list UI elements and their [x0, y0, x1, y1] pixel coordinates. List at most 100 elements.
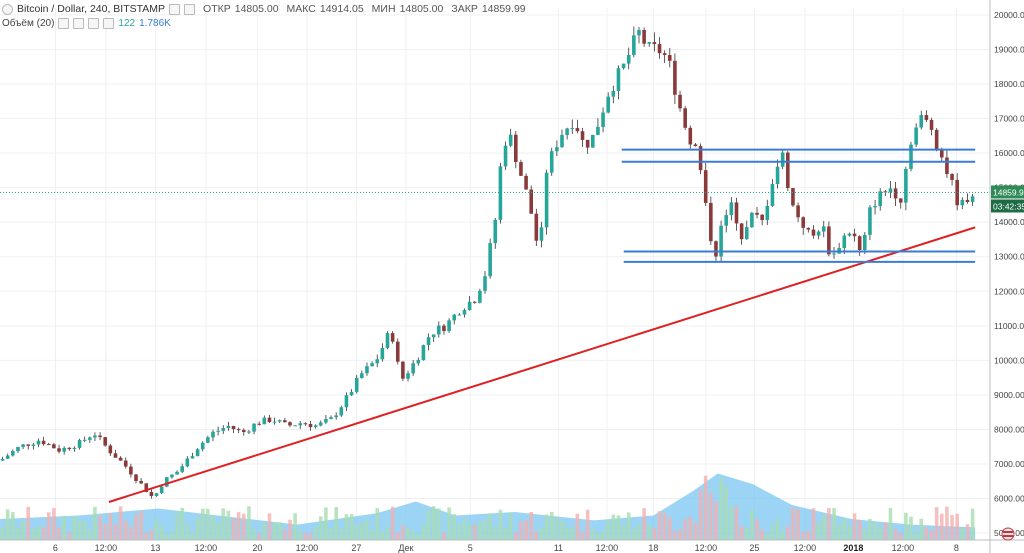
candle-body[interactable]	[231, 426, 236, 430]
candle-body[interactable]	[703, 170, 708, 203]
candle-body[interactable]	[31, 444, 36, 446]
candle-body[interactable]	[811, 229, 816, 236]
candle-body[interactable]	[175, 471, 179, 475]
candle-body[interactable]	[221, 428, 226, 431]
candle-body[interactable]	[467, 301, 472, 311]
candle-body[interactable]	[262, 417, 267, 425]
candle-body[interactable]	[401, 361, 405, 379]
drawings[interactable]	[0, 148, 990, 503]
candle-body[interactable]	[575, 128, 580, 132]
candle-body[interactable]	[616, 68, 621, 91]
candle-body[interactable]	[462, 310, 467, 315]
candle-body[interactable]	[52, 444, 56, 449]
candle-body[interactable]	[57, 448, 61, 452]
price-axis[interactable]: 20000.00 19000.00 18000.00 17000.00 16000.00…	[989, 0, 1024, 553]
candle-body[interactable]	[883, 191, 888, 193]
candle-body[interactable]	[821, 226, 826, 232]
candle-body[interactable]	[585, 139, 590, 148]
candle-body[interactable]	[698, 146, 703, 171]
candle-body[interactable]	[211, 431, 215, 438]
candle-body[interactable]	[447, 320, 451, 332]
candle-body[interactable]	[123, 460, 128, 467]
candle-body[interactable]	[852, 233, 857, 237]
candle-body[interactable]	[452, 314, 457, 321]
candle-body[interactable]	[354, 378, 359, 392]
candle-body[interactable]	[108, 445, 113, 454]
candle-body[interactable]	[170, 474, 174, 478]
candle-body[interactable]	[729, 202, 734, 216]
symbol-title[interactable]: Bitcoin / Dollar, 240, BITSTAMP	[17, 3, 166, 15]
candle-body[interactable]	[41, 440, 46, 445]
candle-body[interactable]	[626, 54, 631, 64]
settings-icon[interactable]	[184, 3, 196, 15]
candle-body[interactable]	[611, 90, 616, 97]
trendline[interactable]	[108, 226, 976, 503]
candle-body[interactable]	[416, 360, 421, 364]
candle-body[interactable]	[257, 423, 261, 425]
candle-body[interactable]	[529, 189, 533, 214]
candle-body[interactable]	[765, 205, 770, 220]
candle-body[interactable]	[503, 145, 508, 167]
candle-body[interactable]	[919, 115, 924, 128]
candle-body[interactable]	[909, 144, 913, 169]
candle-body[interactable]	[370, 363, 374, 367]
candle-body[interactable]	[206, 437, 210, 443]
candle-body[interactable]	[406, 373, 410, 379]
candle-body[interactable]	[139, 480, 143, 484]
candle-body[interactable]	[395, 341, 400, 362]
candle-body[interactable]	[539, 227, 544, 241]
candle-body[interactable]	[498, 166, 503, 220]
candle-body[interactable]	[791, 188, 795, 206]
volume-more-icon[interactable]	[103, 18, 115, 29]
candle-body[interactable]	[365, 366, 369, 374]
candle-body[interactable]	[827, 226, 831, 255]
candle-body[interactable]	[380, 347, 385, 360]
candle-body[interactable]	[929, 119, 934, 130]
candle-body[interactable]	[426, 337, 431, 346]
candle-body[interactable]	[945, 157, 949, 175]
candle-body[interactable]	[678, 94, 682, 109]
volume-settings-icon[interactable]	[73, 18, 85, 29]
candle-body[interactable]	[72, 447, 77, 450]
candle-body[interactable]	[873, 205, 877, 208]
candle-body[interactable]	[277, 420, 282, 422]
candle-body[interactable]	[118, 457, 123, 461]
candle-body[interactable]	[508, 134, 513, 146]
candle-body[interactable]	[349, 391, 354, 396]
candle-body[interactable]	[67, 447, 72, 450]
candle-body[interactable]	[62, 447, 66, 452]
candle-body[interactable]	[621, 63, 626, 69]
candle-body[interactable]	[560, 134, 564, 148]
candle-body[interactable]	[606, 96, 610, 113]
candle-body[interactable]	[488, 243, 492, 277]
candle-body[interactable]	[457, 314, 462, 316]
candle-body[interactable]	[555, 147, 559, 152]
candle-body[interactable]	[21, 444, 25, 447]
candle-body[interactable]	[786, 152, 790, 189]
candle-body[interactable]	[16, 446, 20, 452]
candle-body[interactable]	[806, 227, 811, 230]
candle-body[interactable]	[313, 425, 318, 428]
candle-body[interactable]	[950, 174, 954, 180]
candle-body[interactable]	[272, 421, 277, 423]
candle-body[interactable]	[195, 449, 200, 457]
candle-body[interactable]	[580, 131, 585, 140]
candle-body[interactable]	[385, 333, 390, 348]
candle-body[interactable]	[904, 168, 908, 203]
candle-body[interactable]	[590, 134, 595, 148]
candle-body[interactable]	[544, 172, 549, 228]
candle-body[interactable]	[965, 199, 970, 202]
candle-body[interactable]	[216, 430, 220, 432]
candle-body[interactable]	[283, 420, 287, 423]
candle-body[interactable]	[318, 422, 323, 426]
candle-body[interactable]	[421, 345, 426, 361]
candle-body[interactable]	[688, 127, 693, 145]
candle-body[interactable]	[652, 42, 657, 45]
candle-body[interactable]	[190, 456, 195, 459]
candle-body[interactable]	[847, 233, 852, 236]
candle-body[interactable]	[714, 241, 718, 257]
candle-body[interactable]	[662, 53, 667, 56]
candle-body[interactable]	[113, 453, 118, 458]
candle-body[interactable]	[247, 431, 251, 433]
candle-body[interactable]	[863, 234, 867, 251]
